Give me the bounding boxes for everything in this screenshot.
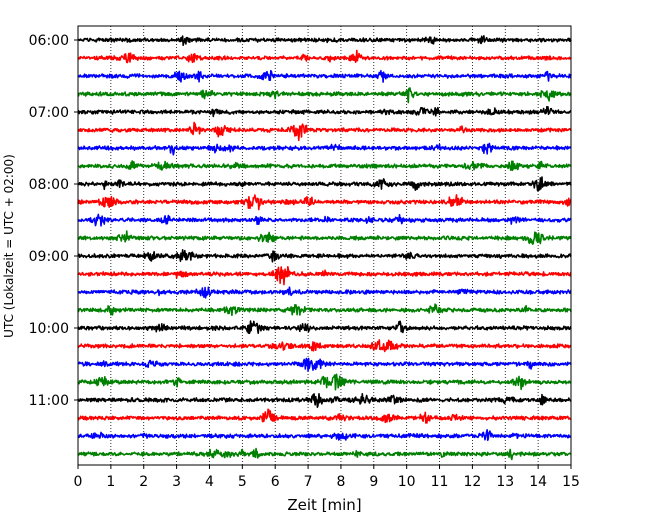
trace-0630 (77, 69, 572, 83)
x-tick-label: 5 (238, 474, 247, 490)
y-axis-label: UTC (Lokalzeit = UTC + 02:00) (2, 154, 16, 338)
x-tick-label: 10 (398, 474, 416, 490)
x-tick-label: 2 (139, 474, 148, 490)
tick-layer: 0 1 2 3 4 5 6 7 8 9 10 11 12 13 14 1506:0007:0008:0009:… (29, 33, 580, 490)
trace-0830 (77, 213, 572, 227)
y-tick-label: 11:00 (29, 393, 69, 409)
y-tick-label: 06:00 (29, 33, 69, 49)
trace-layer (77, 35, 572, 461)
y-tick-label: 09:00 (29, 249, 69, 265)
x-tick-label: 0 (74, 474, 83, 490)
trace-0800 (77, 176, 572, 192)
y-tick-label: 10:00 (29, 321, 69, 337)
trace-0815 (77, 194, 572, 211)
x-tick-label: 4 (205, 474, 214, 490)
x-tick-label: 7 (304, 474, 313, 490)
y-tick-label: 07:00 (29, 105, 69, 121)
trace-0645 (77, 87, 572, 104)
trace-0900 (77, 248, 572, 263)
trace-0945 (77, 303, 572, 317)
trace-0615 (77, 49, 572, 64)
trace-1030 (77, 357, 572, 372)
y-tick-label: 08:00 (29, 177, 69, 193)
trace-1045 (77, 373, 572, 391)
trace-0845 (77, 230, 572, 245)
x-tick-label: 8 (336, 474, 345, 490)
trace-1145 (77, 447, 572, 461)
trace-0700 (77, 105, 572, 118)
trace-0915 (77, 265, 572, 286)
x-tick-label: 3 (172, 474, 181, 490)
trace-1000 (77, 320, 572, 335)
trace-1115 (77, 408, 572, 424)
x-tick-label: 1 (106, 474, 115, 490)
x-tick-label: 9 (369, 474, 378, 490)
trace-1015 (77, 339, 572, 353)
trace-0715 (77, 121, 572, 142)
trace-1130 (77, 429, 572, 442)
trace-1100 (77, 392, 572, 409)
trace-0930 (77, 286, 572, 299)
x-tick-label: 13 (496, 474, 514, 490)
trace-0745 (77, 160, 572, 172)
x-tick-label: 11 (431, 474, 449, 490)
x-tick-label: 15 (562, 474, 580, 490)
x-tick-label: 12 (463, 474, 481, 490)
trace-0600 (77, 35, 572, 46)
x-tick-label: 14 (529, 474, 547, 490)
x-axis-label: Zeit [min] (287, 496, 361, 514)
x-tick-label: 6 (271, 474, 280, 490)
grid-layer (110, 26, 539, 465)
trace-0730 (77, 142, 572, 156)
plot-frame (77, 25, 572, 466)
